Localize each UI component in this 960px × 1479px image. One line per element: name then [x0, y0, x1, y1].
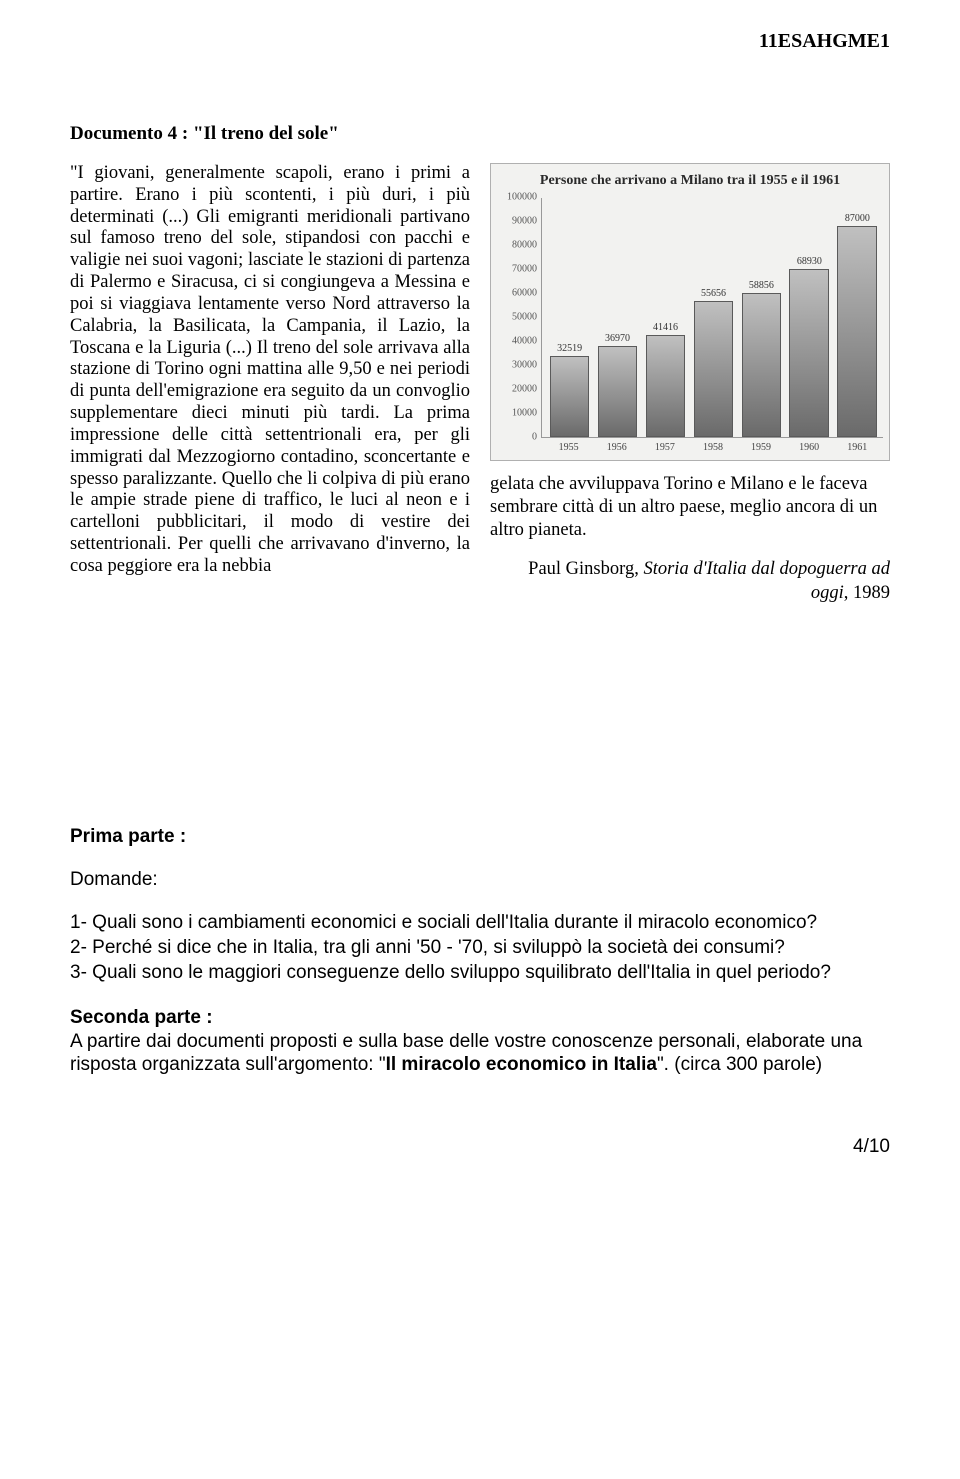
chart-title: Persone che arrivano a Milano tra il 195… [497, 168, 883, 198]
y-tick: 70000 [512, 263, 537, 276]
page-number: 4/10 [70, 1136, 890, 1158]
x-tick-label: 1955 [549, 442, 589, 455]
bar: 58856 [742, 293, 782, 436]
x-tick-label: 1957 [645, 442, 685, 455]
y-tick: 10000 [512, 407, 537, 420]
y-tick: 20000 [512, 383, 537, 396]
bar: 36970 [598, 346, 638, 437]
chart-container: Persone che arrivano a Milano tra il 195… [490, 163, 890, 461]
bar-value-label: 68930 [797, 256, 822, 269]
x-tick-label: 1959 [741, 442, 781, 455]
bar-value-label: 36970 [605, 333, 630, 346]
x-tick-label: 1961 [837, 442, 877, 455]
bar: 55656 [694, 301, 734, 437]
seconda-body: A partire dai documenti proposti e sulla… [70, 1030, 890, 1076]
question-1: 1- Quali sono i cambiamenti economici e … [70, 911, 890, 934]
left-column-text: "I giovani, generalmente scapoli, erano … [70, 163, 470, 605]
y-tick: 40000 [512, 335, 537, 348]
bar: 68930 [789, 269, 829, 436]
bar-value-label: 32519 [557, 343, 582, 356]
y-tick: 0 [532, 431, 537, 444]
y-tick: 90000 [512, 215, 537, 228]
y-tick: 30000 [512, 359, 537, 372]
x-tick-label: 1956 [597, 442, 637, 455]
bar-chart: 0100002000030000400005000060000700008000… [497, 198, 883, 438]
question-3: 3- Quali sono le maggiori conseguenze de… [70, 961, 890, 984]
bar-value-label: 41416 [653, 322, 678, 335]
citation-author: Paul Ginsborg, [528, 559, 643, 579]
exam-code: 11ESAHGME1 [70, 30, 890, 53]
bar: 41416 [646, 335, 686, 436]
y-axis: 0100002000030000400005000060000700008000… [497, 198, 541, 438]
bar-value-label: 55656 [701, 288, 726, 301]
title-quote: "Il treno del sole" [193, 123, 339, 144]
y-tick: 80000 [512, 239, 537, 252]
question-2: 2- Perché si dice che in Italia, tra gli… [70, 936, 890, 959]
document-title: Documento 4 : "Il treno del sole" [70, 123, 890, 145]
bar-value-label: 58856 [749, 280, 774, 293]
bar: 32519 [550, 356, 590, 436]
citation-year: , 1989 [844, 583, 890, 603]
seconda-parte-heading: Seconda parte : [70, 1006, 890, 1029]
seconda-post: ". (circa 300 parole) [657, 1054, 822, 1075]
y-tick: 50000 [512, 311, 537, 324]
y-tick: 100000 [507, 191, 537, 204]
plot-area: 32519369704141655656588566893087000 [541, 198, 883, 438]
x-tick-label: 1960 [789, 442, 829, 455]
bar: 87000 [837, 226, 877, 437]
title-prefix: Documento 4 : [70, 123, 193, 144]
x-axis: 1955 1956 1957 1958 1959 1960 1961 [541, 438, 883, 457]
x-tick-label: 1958 [693, 442, 733, 455]
prima-parte-heading: Prima parte : [70, 825, 890, 848]
citation: Paul Ginsborg, Storia d'Italia dal dopog… [490, 558, 890, 604]
domande-heading: Domande: [70, 868, 890, 891]
seconda-bold: Il miracolo economico in Italia [386, 1054, 657, 1075]
bar-value-label: 87000 [845, 213, 870, 226]
y-tick: 60000 [512, 287, 537, 300]
right-column-text: gelata che avviluppava Torino e Milano e… [490, 473, 890, 542]
